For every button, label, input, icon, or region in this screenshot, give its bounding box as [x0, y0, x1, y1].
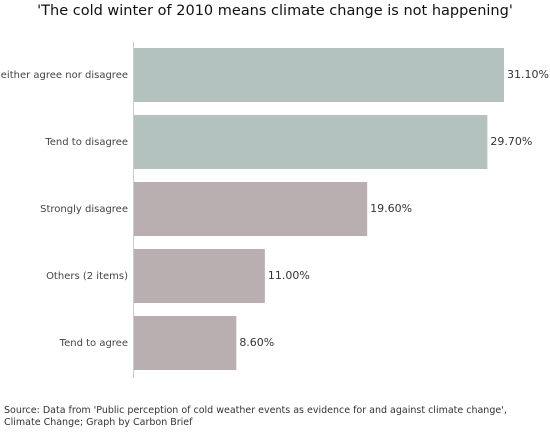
value-label-5: 8.60% [239, 336, 274, 349]
value-label-2: 29.70% [490, 135, 532, 148]
value-label-4: 11.00% [268, 269, 310, 282]
value-label-3: 19.60% [370, 202, 412, 215]
bar-1 [134, 48, 504, 102]
value-label-1: 31.10% [507, 68, 549, 81]
bar-2 [134, 115, 488, 169]
bar-3 [134, 182, 368, 236]
bar-5 [134, 316, 237, 370]
category-label-1: Neither agree nor disagree [0, 70, 128, 81]
category-label-4: Others (2 items) [46, 271, 128, 282]
category-label-3: Strongly disagree [40, 204, 128, 215]
source-note: Source: Data from 'Public perception of … [4, 405, 507, 428]
category-label-2: Tend to disagree [44, 137, 128, 148]
bars-group: Neither agree nor disagree 31.10% Tend to … [0, 48, 549, 370]
category-label-5: Tend to agree [59, 338, 128, 349]
bar-4 [134, 249, 265, 303]
chart-title: 'The cold winter of 2010 means climate c… [37, 3, 513, 19]
